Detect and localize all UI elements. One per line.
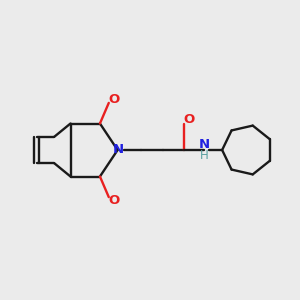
Text: O: O bbox=[184, 113, 195, 127]
Text: H: H bbox=[200, 149, 209, 162]
Text: O: O bbox=[109, 194, 120, 207]
Text: N: N bbox=[199, 138, 210, 151]
Text: N: N bbox=[112, 143, 124, 157]
Text: O: O bbox=[109, 93, 120, 106]
